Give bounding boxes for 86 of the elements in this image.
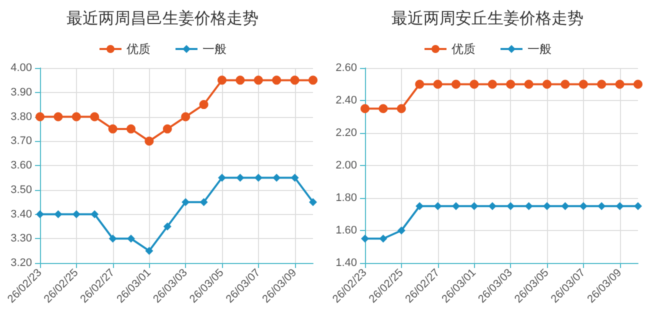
point [360,104,370,114]
point [379,234,388,243]
point [416,202,424,210]
y-tick-label: 3.90 [10,86,32,98]
point [488,80,497,89]
point [144,136,154,146]
y-tick-label: 3.30 [10,232,32,245]
point [579,202,588,210]
point [200,198,208,206]
point [126,124,136,134]
y-tick-label: 1.40 [336,257,357,269]
point [309,198,317,206]
point [616,202,624,210]
point [36,112,44,122]
point [470,202,478,210]
y-tick-label: 2.00 [336,160,357,172]
point [182,198,190,206]
point [524,80,534,89]
point [597,80,606,89]
point [108,234,117,243]
point [236,174,244,182]
y-tick-label: 3.20 [10,257,32,269]
y-tick-label: 2.40 [336,94,357,106]
point [433,80,442,89]
point [415,80,424,89]
point [397,226,406,234]
point [543,202,551,210]
point [634,80,642,89]
point [290,76,300,85]
chart-title: 最近两周昌邑生姜价格走势 [66,10,258,28]
point [181,112,190,122]
point [90,210,99,218]
y-tick-label: 1.80 [336,192,357,204]
point [396,104,406,114]
point [254,174,262,182]
point [127,234,135,243]
point [361,234,369,243]
y-tick-label: 2.60 [336,62,357,74]
point [236,76,245,85]
point [542,80,552,89]
y-tick-label: 3.80 [10,110,32,123]
legend-label: 优质 [452,42,476,56]
point [378,104,388,114]
point [108,124,118,134]
point [434,202,442,210]
point [560,80,570,89]
point [578,80,588,89]
point [254,76,263,85]
point [506,80,516,89]
point [272,76,282,85]
point [54,210,62,218]
point [615,80,624,89]
y-tick-label: 4.00 [10,62,32,74]
point [145,246,154,255]
point [470,80,479,89]
point [452,80,460,89]
point [290,174,299,182]
point [199,100,208,110]
y-tick-label: 3.50 [10,184,32,196]
point [163,222,172,230]
point [308,76,318,85]
point [72,112,81,122]
legend-label: 一般 [202,42,226,56]
point [162,124,172,134]
point [54,112,63,122]
point [72,210,80,218]
legend-label: 一般 [528,42,552,56]
point [218,174,226,182]
point [506,202,515,210]
point [561,202,570,210]
y-tick-label: 3.40 [10,208,32,220]
y-tick-label: 3.70 [10,135,32,148]
point [218,76,226,85]
point [634,202,642,210]
y-tick-label: 1.60 [336,224,357,236]
y-tick-label: 2.20 [336,127,357,139]
point [36,210,44,218]
point [90,112,100,122]
y-tick-label: 3.60 [10,160,32,172]
point [598,202,606,210]
point [488,202,496,210]
legend-label: 优质 [126,42,150,56]
chart-title: 最近两周安丘生姜价格走势 [392,10,584,28]
point [524,202,533,210]
point [272,174,281,182]
point [452,202,460,210]
